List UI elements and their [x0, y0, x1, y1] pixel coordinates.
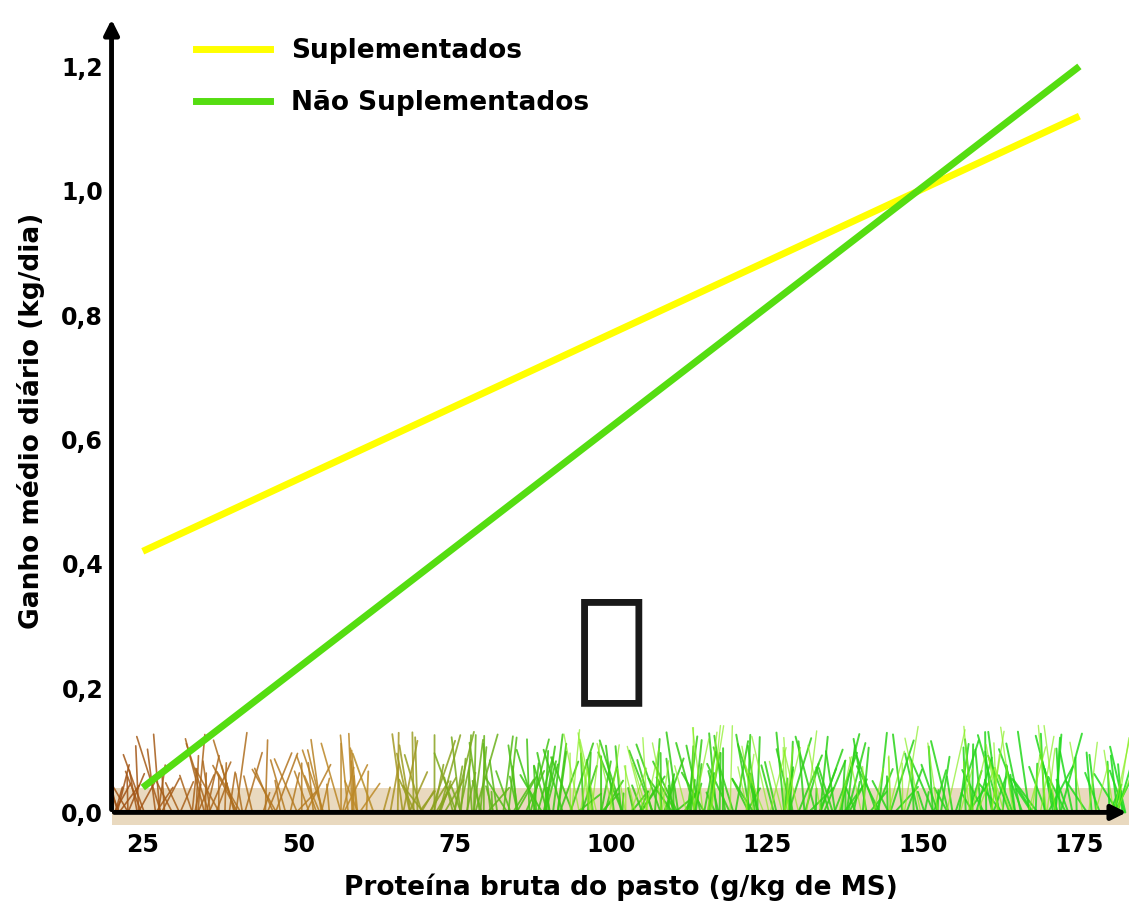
Legend: Suplementados, Não Suplementados: Suplementados, Não Suplementados — [196, 38, 589, 117]
Y-axis label: Ganho médio diário (kg/dia): Ganho médio diário (kg/dia) — [17, 213, 45, 629]
X-axis label: Proteína bruta do pasto (g/kg de MS): Proteína bruta do pasto (g/kg de MS) — [344, 874, 897, 901]
Bar — [111, 788, 1129, 825]
Text: 🐂: 🐂 — [574, 592, 647, 710]
